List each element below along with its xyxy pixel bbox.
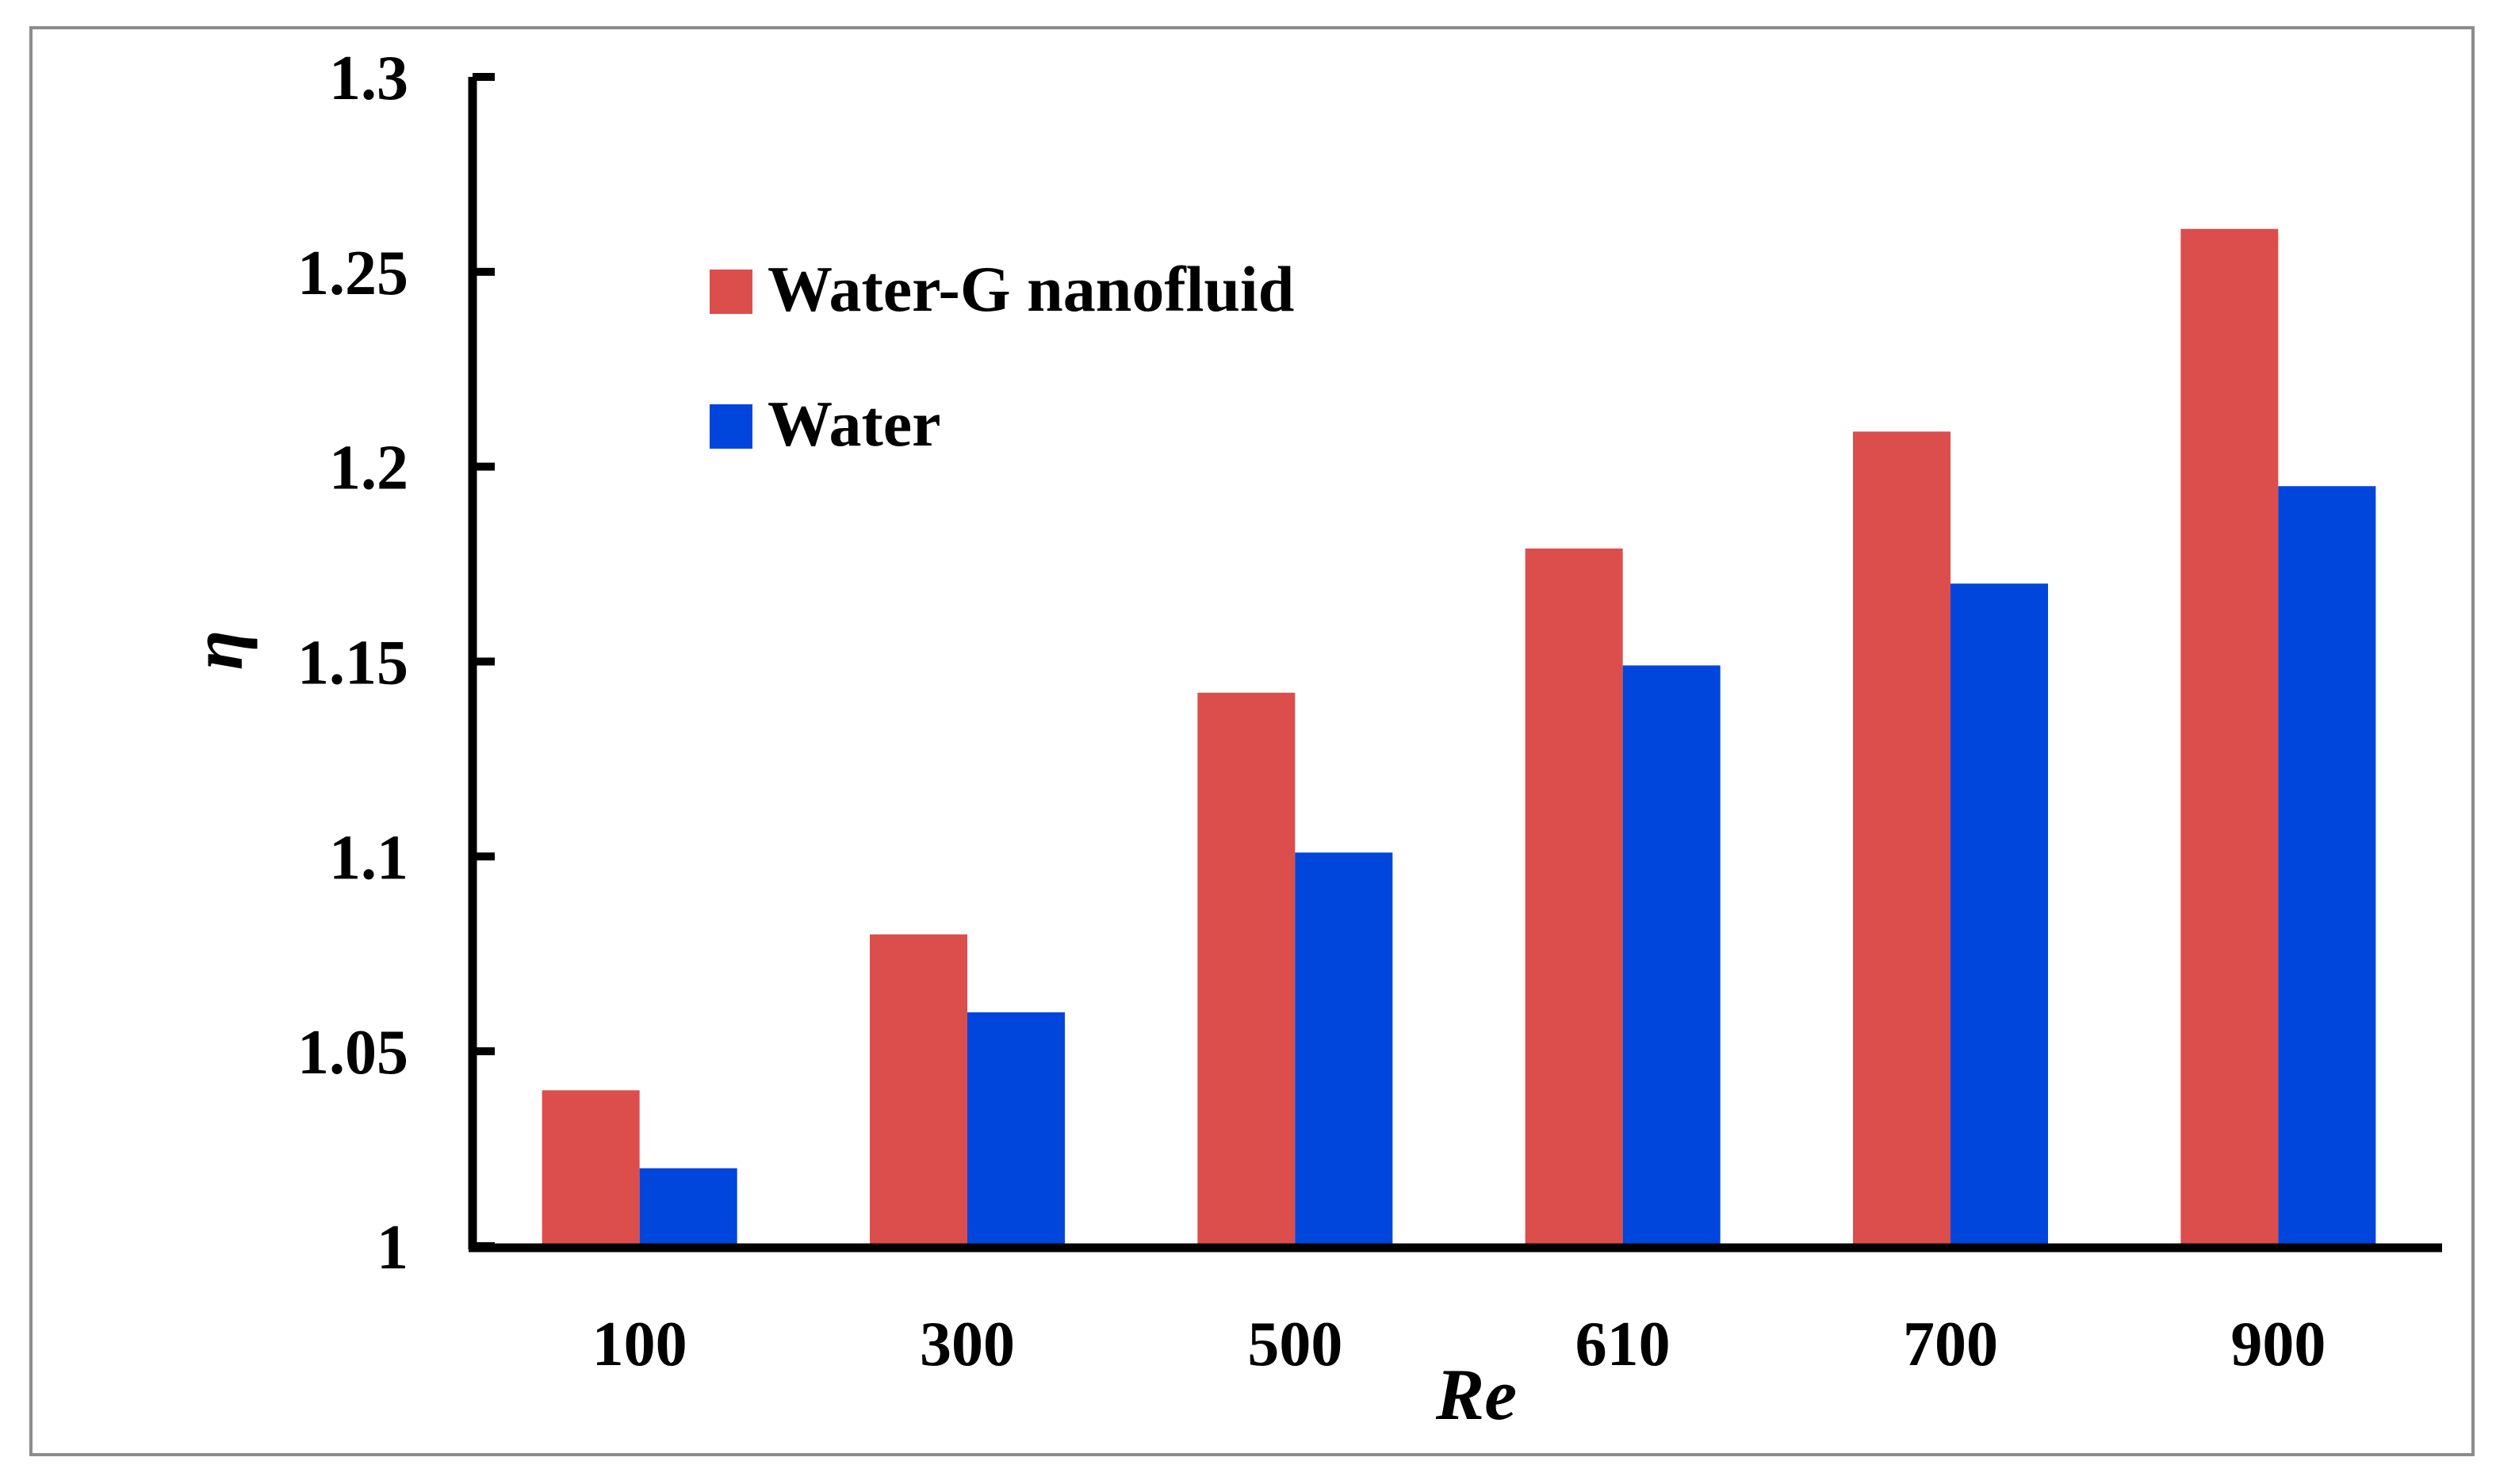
legend-swatch-water — [710, 404, 752, 449]
bar-water-610 — [1622, 665, 1721, 1246]
legend-label-water: Water — [768, 388, 941, 460]
bar-water-g-nanofluid-100 — [542, 1090, 640, 1246]
x-tick-label: 500 — [1247, 1310, 1342, 1379]
bar-water-g-nanofluid-500 — [1197, 692, 1296, 1246]
y-tick-label: 1.3 — [329, 44, 408, 113]
bar-water-g-nanofluid-700 — [1853, 431, 1950, 1246]
x-tick-label: 100 — [592, 1310, 687, 1379]
bar-water-900 — [2278, 486, 2376, 1246]
legend: Water-G nanofluid Water — [710, 253, 1294, 460]
bar-water-100 — [639, 1168, 737, 1246]
bars-group — [542, 228, 2376, 1246]
y-tick-label: 1.25 — [297, 239, 408, 308]
bar-water-500 — [1295, 852, 1393, 1246]
bar-water-g-nanofluid-610 — [1525, 548, 1623, 1246]
y-tick-label: 1.05 — [297, 1018, 408, 1088]
x-tick-label: 610 — [1575, 1310, 1671, 1379]
x-tick-label: 300 — [920, 1310, 1015, 1379]
bar-water-g-nanofluid-900 — [2180, 228, 2279, 1246]
y-tick-label: 1.1 — [329, 823, 408, 893]
y-ticks-group: 1 1.05 1.1 1.15 1.2 1.25 1.3 — [297, 44, 495, 1283]
legend-swatch-water-g-nanofluid — [710, 270, 752, 314]
x-tick-label: 900 — [2230, 1310, 2326, 1379]
bar-water-700 — [1950, 583, 2048, 1246]
x-tick-label: 700 — [1903, 1310, 1998, 1379]
legend-label-water-g-nanofluid: Water-G nanofluid — [768, 253, 1294, 325]
y-tick-label: 1.15 — [297, 629, 408, 698]
y-tick-label: 1 — [377, 1213, 408, 1283]
y-axis-title: η — [177, 630, 258, 671]
bar-water-300 — [967, 1012, 1065, 1246]
bar-water-g-nanofluid-300 — [870, 934, 967, 1246]
y-tick-label: 1.2 — [329, 434, 408, 503]
x-axis-title: Re — [1435, 1354, 1517, 1435]
x-ticks-group: 100 300 500 610 700 900 — [592, 1310, 2326, 1379]
